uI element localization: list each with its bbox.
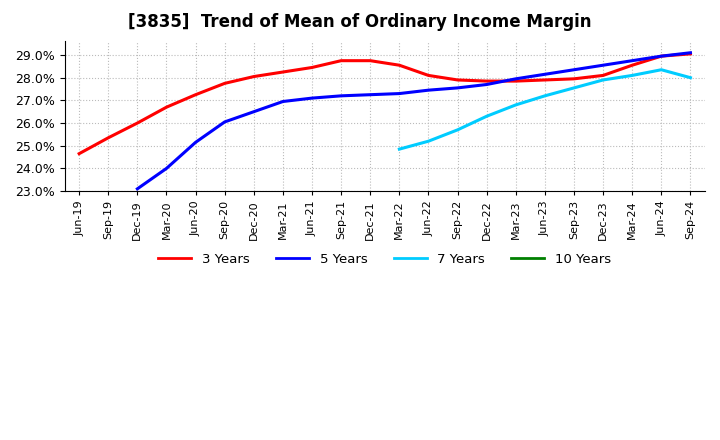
Legend: 3 Years, 5 Years, 7 Years, 10 Years: 3 Years, 5 Years, 7 Years, 10 Years: [153, 248, 616, 271]
Text: [3835]  Trend of Mean of Ordinary Income Margin: [3835] Trend of Mean of Ordinary Income …: [128, 13, 592, 31]
